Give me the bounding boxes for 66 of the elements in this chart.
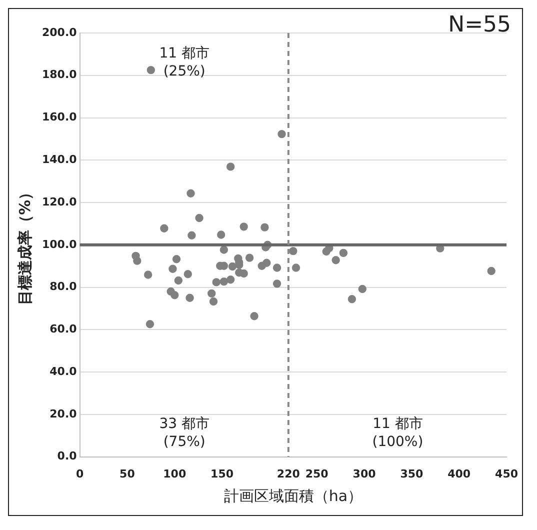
y-tick-label: 160.0 <box>42 110 78 124</box>
point <box>146 320 154 328</box>
point <box>332 256 340 264</box>
point <box>170 291 179 300</box>
point <box>209 297 218 306</box>
point <box>228 262 237 271</box>
y-tick-label: 80.0 <box>50 280 78 294</box>
x-tick-label: 50 <box>120 467 136 480</box>
point <box>226 162 235 171</box>
x-tick-label: 220 <box>276 467 300 480</box>
point <box>195 214 204 222</box>
point <box>186 189 195 198</box>
point <box>348 295 356 304</box>
point <box>216 230 226 239</box>
point <box>262 258 271 268</box>
point <box>208 289 216 298</box>
point <box>487 266 496 276</box>
x-tick-label: 100 <box>163 467 186 480</box>
point <box>212 278 220 286</box>
x-tick-label: 300 <box>352 467 376 480</box>
point <box>226 276 235 284</box>
x-axis-title: 計画区域面積（ha） <box>224 486 363 505</box>
y-tick-label: 180.0 <box>42 68 78 82</box>
y-tick-label: 200.0 <box>42 26 78 39</box>
point <box>184 270 192 278</box>
x-tick-label: 350 <box>400 467 424 480</box>
point <box>220 277 228 286</box>
point <box>250 312 258 320</box>
annotation: 11 都市 (100%) <box>372 416 424 450</box>
x-tick-label: 250 <box>305 467 329 480</box>
point <box>339 248 348 258</box>
point <box>186 294 194 302</box>
y-tick-label: 140.0 <box>42 153 78 166</box>
point <box>245 254 254 262</box>
x-tick-label: 450 <box>495 467 518 480</box>
point <box>240 269 248 278</box>
y-tick-label: 60.0 <box>50 322 78 336</box>
y-tick-label: 0.0 <box>57 450 78 463</box>
y-tick-label: 100.0 <box>42 238 78 251</box>
x-tick-label: 400 <box>448 467 471 480</box>
point <box>144 270 152 279</box>
annotation: N=55 <box>448 12 511 38</box>
x-tick-label: 150 <box>210 467 234 480</box>
y-tick-label: 40.0 <box>50 364 78 378</box>
annotation: 11 都市 (25%) <box>159 45 210 80</box>
point <box>168 264 177 273</box>
point <box>146 66 156 74</box>
point <box>220 246 228 254</box>
annotation: 33 都市 (75%) <box>159 416 210 450</box>
point <box>358 284 366 294</box>
point <box>272 280 282 288</box>
point <box>160 224 168 232</box>
x-tick-label: 0 <box>76 467 84 480</box>
point <box>174 276 183 285</box>
point <box>133 256 142 265</box>
point <box>172 255 181 264</box>
point <box>240 222 248 231</box>
y-axis-title: 目標達成率（%） <box>16 184 34 305</box>
point <box>272 264 282 272</box>
point <box>188 231 196 240</box>
y-tick-label: 20.0 <box>50 407 78 420</box>
point <box>289 246 298 256</box>
y-tick-label: 120.0 <box>42 195 78 208</box>
point <box>260 223 269 232</box>
point <box>278 130 286 138</box>
point <box>292 264 300 272</box>
